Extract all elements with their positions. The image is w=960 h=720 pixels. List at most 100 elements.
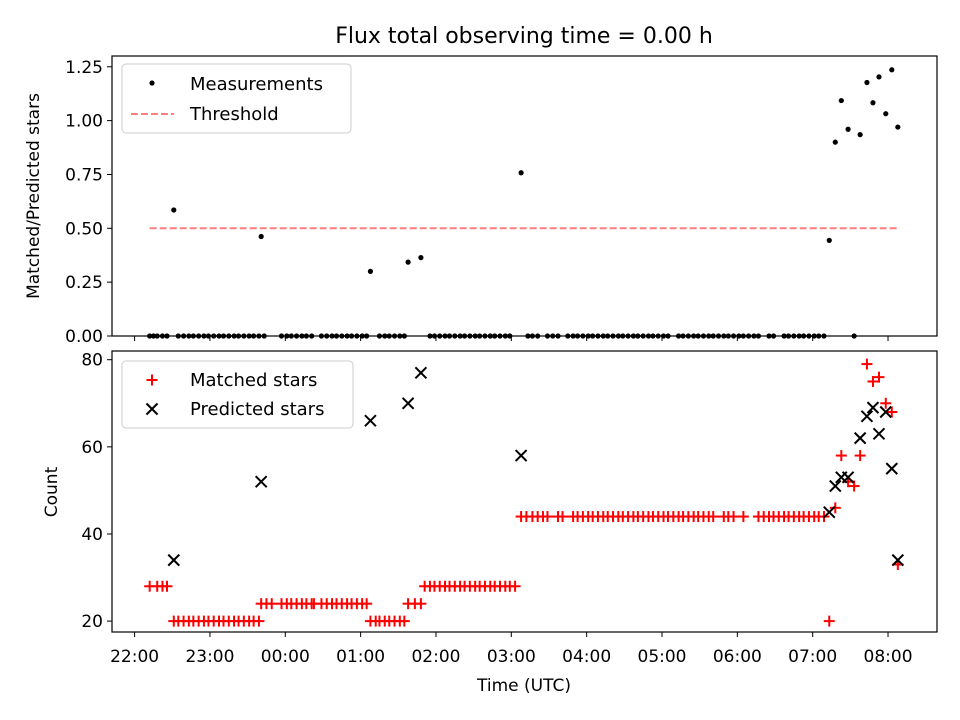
matched-star-point xyxy=(835,450,847,462)
x-tick-label: 05:00 xyxy=(638,647,687,667)
matched-star-point xyxy=(541,511,553,523)
x-axis-label: Time (UTC) xyxy=(476,676,571,696)
matched-star-point xyxy=(829,502,841,514)
predicted-star-point-b xyxy=(823,505,836,519)
predicted-star-point-b xyxy=(891,553,905,567)
matched-star-point xyxy=(253,615,265,627)
top-y-tick-label: 0.75 xyxy=(65,165,103,185)
measurement-point xyxy=(171,207,177,213)
bottom-plot-area xyxy=(144,358,905,627)
legend-predicted-marker xyxy=(145,402,159,416)
legend-predicted-label: Predicted stars xyxy=(190,399,324,420)
predicted-star-point-b xyxy=(401,397,415,410)
predicted-star-point xyxy=(823,505,836,519)
measurement-point xyxy=(418,255,424,261)
measurement-point xyxy=(870,100,876,106)
bottom-legend-box xyxy=(121,360,354,429)
predicted-star-point-b xyxy=(364,414,377,427)
predicted-star-point xyxy=(885,462,899,475)
predicted-star-point xyxy=(866,401,880,414)
predicted-star-point-b xyxy=(866,401,880,414)
predicted-star-point xyxy=(514,449,528,462)
matched-star-point xyxy=(509,580,521,592)
x-tick-label: 08:00 xyxy=(864,647,913,667)
measurement-point xyxy=(838,97,844,104)
legend-threshold-label: Threshold xyxy=(189,104,279,125)
bottom-y-tick-label: 20 xyxy=(81,612,103,632)
top-y-tick-label: 0.00 xyxy=(65,327,103,347)
matched-star-point xyxy=(415,598,427,610)
predicted-star-point-b xyxy=(841,471,855,484)
top-y-tick-label: 0.50 xyxy=(65,219,103,239)
measurement-point xyxy=(826,237,832,243)
predicted-star-point xyxy=(879,405,892,419)
bottom-axes-frame xyxy=(111,350,938,633)
matched-star-point xyxy=(398,615,410,627)
predicted-star-point-b xyxy=(167,553,180,567)
predicted-star-point-b xyxy=(829,479,842,493)
matched-star-point xyxy=(880,397,892,409)
legend-matched-marker xyxy=(146,374,158,386)
matched-star-point xyxy=(266,598,278,610)
bottom-panel: 20 40 60 80 22:00 23:00 00:00 01:00 02:00 03:00 0… xyxy=(42,350,938,696)
predicted-star-point-b xyxy=(254,475,268,488)
matched-star-point xyxy=(161,580,173,592)
top-y-tick-label: 0.25 xyxy=(65,273,103,293)
matched-star-point xyxy=(737,511,749,523)
measurement-point xyxy=(518,170,524,176)
measurement-point xyxy=(889,67,895,73)
predicted-star-point-b xyxy=(414,366,428,379)
measurement-point xyxy=(883,111,889,117)
x-tick-label: 03:00 xyxy=(487,647,536,667)
matched-star-point xyxy=(823,615,835,627)
matched-star-point xyxy=(728,511,740,523)
predicted-star-point-b xyxy=(514,449,528,462)
predicted-star-point xyxy=(853,431,867,445)
legend-measurements-label: Measurements xyxy=(190,74,323,95)
predicted-star-point-b xyxy=(860,410,874,423)
predicted-star-point xyxy=(860,410,874,423)
predicted-star-point xyxy=(872,427,886,440)
top-y-axis: 0.00 0.25 0.50 0.75 1.00 1.25 xyxy=(65,58,112,347)
x-tick-label: 23:00 xyxy=(185,647,234,667)
x-tick-label: 04:00 xyxy=(562,647,611,667)
measurement-point xyxy=(405,259,411,265)
measurement-point xyxy=(864,79,870,86)
top-y-tick-label: 1.25 xyxy=(65,58,103,78)
measurement-point xyxy=(258,233,264,240)
matched-star-point xyxy=(707,511,719,523)
predicted-star-point xyxy=(364,414,377,427)
top-legend-box xyxy=(121,63,352,134)
measurement-point xyxy=(895,124,901,130)
predicted-star-point xyxy=(841,471,855,484)
x-tick-label: 00:00 xyxy=(261,647,310,667)
x-tick-label: 07:00 xyxy=(788,647,837,667)
predicted-star-point-b xyxy=(872,427,886,440)
legend-matched-label: Matched stars xyxy=(190,370,317,391)
matched-star-point xyxy=(557,511,569,523)
measurement-point xyxy=(857,132,863,138)
predicted-star-point xyxy=(891,553,905,567)
figure-title: Flux total observing time = 0.00 h xyxy=(335,24,713,49)
matched-star-point xyxy=(867,375,879,387)
x-tick-label: 01:00 xyxy=(336,647,385,667)
matched-star-point xyxy=(886,406,898,418)
bottom-y-axis: 20 40 60 80 xyxy=(81,351,112,632)
top-y-tick-label: 1.00 xyxy=(65,112,103,132)
predicted-star-point-b xyxy=(879,405,892,419)
matched-star-point xyxy=(854,450,866,462)
measurement-point xyxy=(845,126,851,132)
bottom-y-tick-label: 40 xyxy=(81,525,103,545)
matched-star-point xyxy=(848,480,860,492)
bottom-y-tick-label: 60 xyxy=(81,438,103,458)
measurement-point xyxy=(876,74,882,80)
bottom-x-axis: 22:00 23:00 00:00 01:00 02:00 03:00 04:00 05:00… xyxy=(110,632,913,667)
top-panel: 0.00 0.25 0.50 0.75 1.00 1.25 Matched/Predict… xyxy=(24,55,938,347)
measurement-point xyxy=(367,268,374,274)
matched-star-point xyxy=(861,358,873,370)
matched-star-point xyxy=(873,371,885,383)
x-tick-label: 22:00 xyxy=(110,647,159,667)
x-tick-label: 06:00 xyxy=(713,647,762,667)
top-y-axis-label: Matched/Predicted stars xyxy=(24,93,44,299)
